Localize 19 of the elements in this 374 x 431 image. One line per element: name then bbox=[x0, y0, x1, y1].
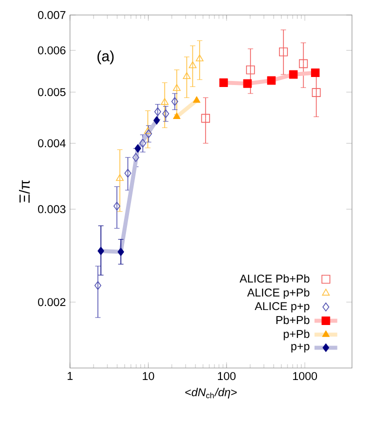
y-axis-title: Ξ/π bbox=[19, 180, 30, 203]
legend-label: ALICE p+p bbox=[254, 302, 310, 312]
y-tick-label: 0.005 bbox=[38, 88, 66, 96]
y-tick-label: 0.004 bbox=[38, 139, 66, 148]
x-axis-title: <dN$_{ch}$/dη> bbox=[185, 388, 237, 398]
legend-label: p+Pb bbox=[284, 330, 310, 340]
x-tick-label: 1 bbox=[68, 372, 73, 380]
y-tick-label: 0.006 bbox=[38, 46, 66, 54]
legend-label: p+p bbox=[291, 344, 310, 352]
x-tick-label: 1000 bbox=[293, 372, 318, 380]
y-tick-label: 0.007 bbox=[38, 11, 66, 20]
annotation: (a) bbox=[98, 50, 114, 64]
legend-label: Pb+Pb bbox=[276, 316, 310, 324]
legend-label: ALICE p+Pb bbox=[247, 288, 310, 299]
legend-label: ALICE Pb+Pb bbox=[240, 274, 310, 283]
x-tick-label: 100 bbox=[218, 372, 236, 380]
y-tick-label: 0.003 bbox=[38, 205, 66, 214]
x-tick-label: 10 bbox=[142, 372, 154, 380]
y-tick-label: 0.002 bbox=[38, 298, 66, 306]
